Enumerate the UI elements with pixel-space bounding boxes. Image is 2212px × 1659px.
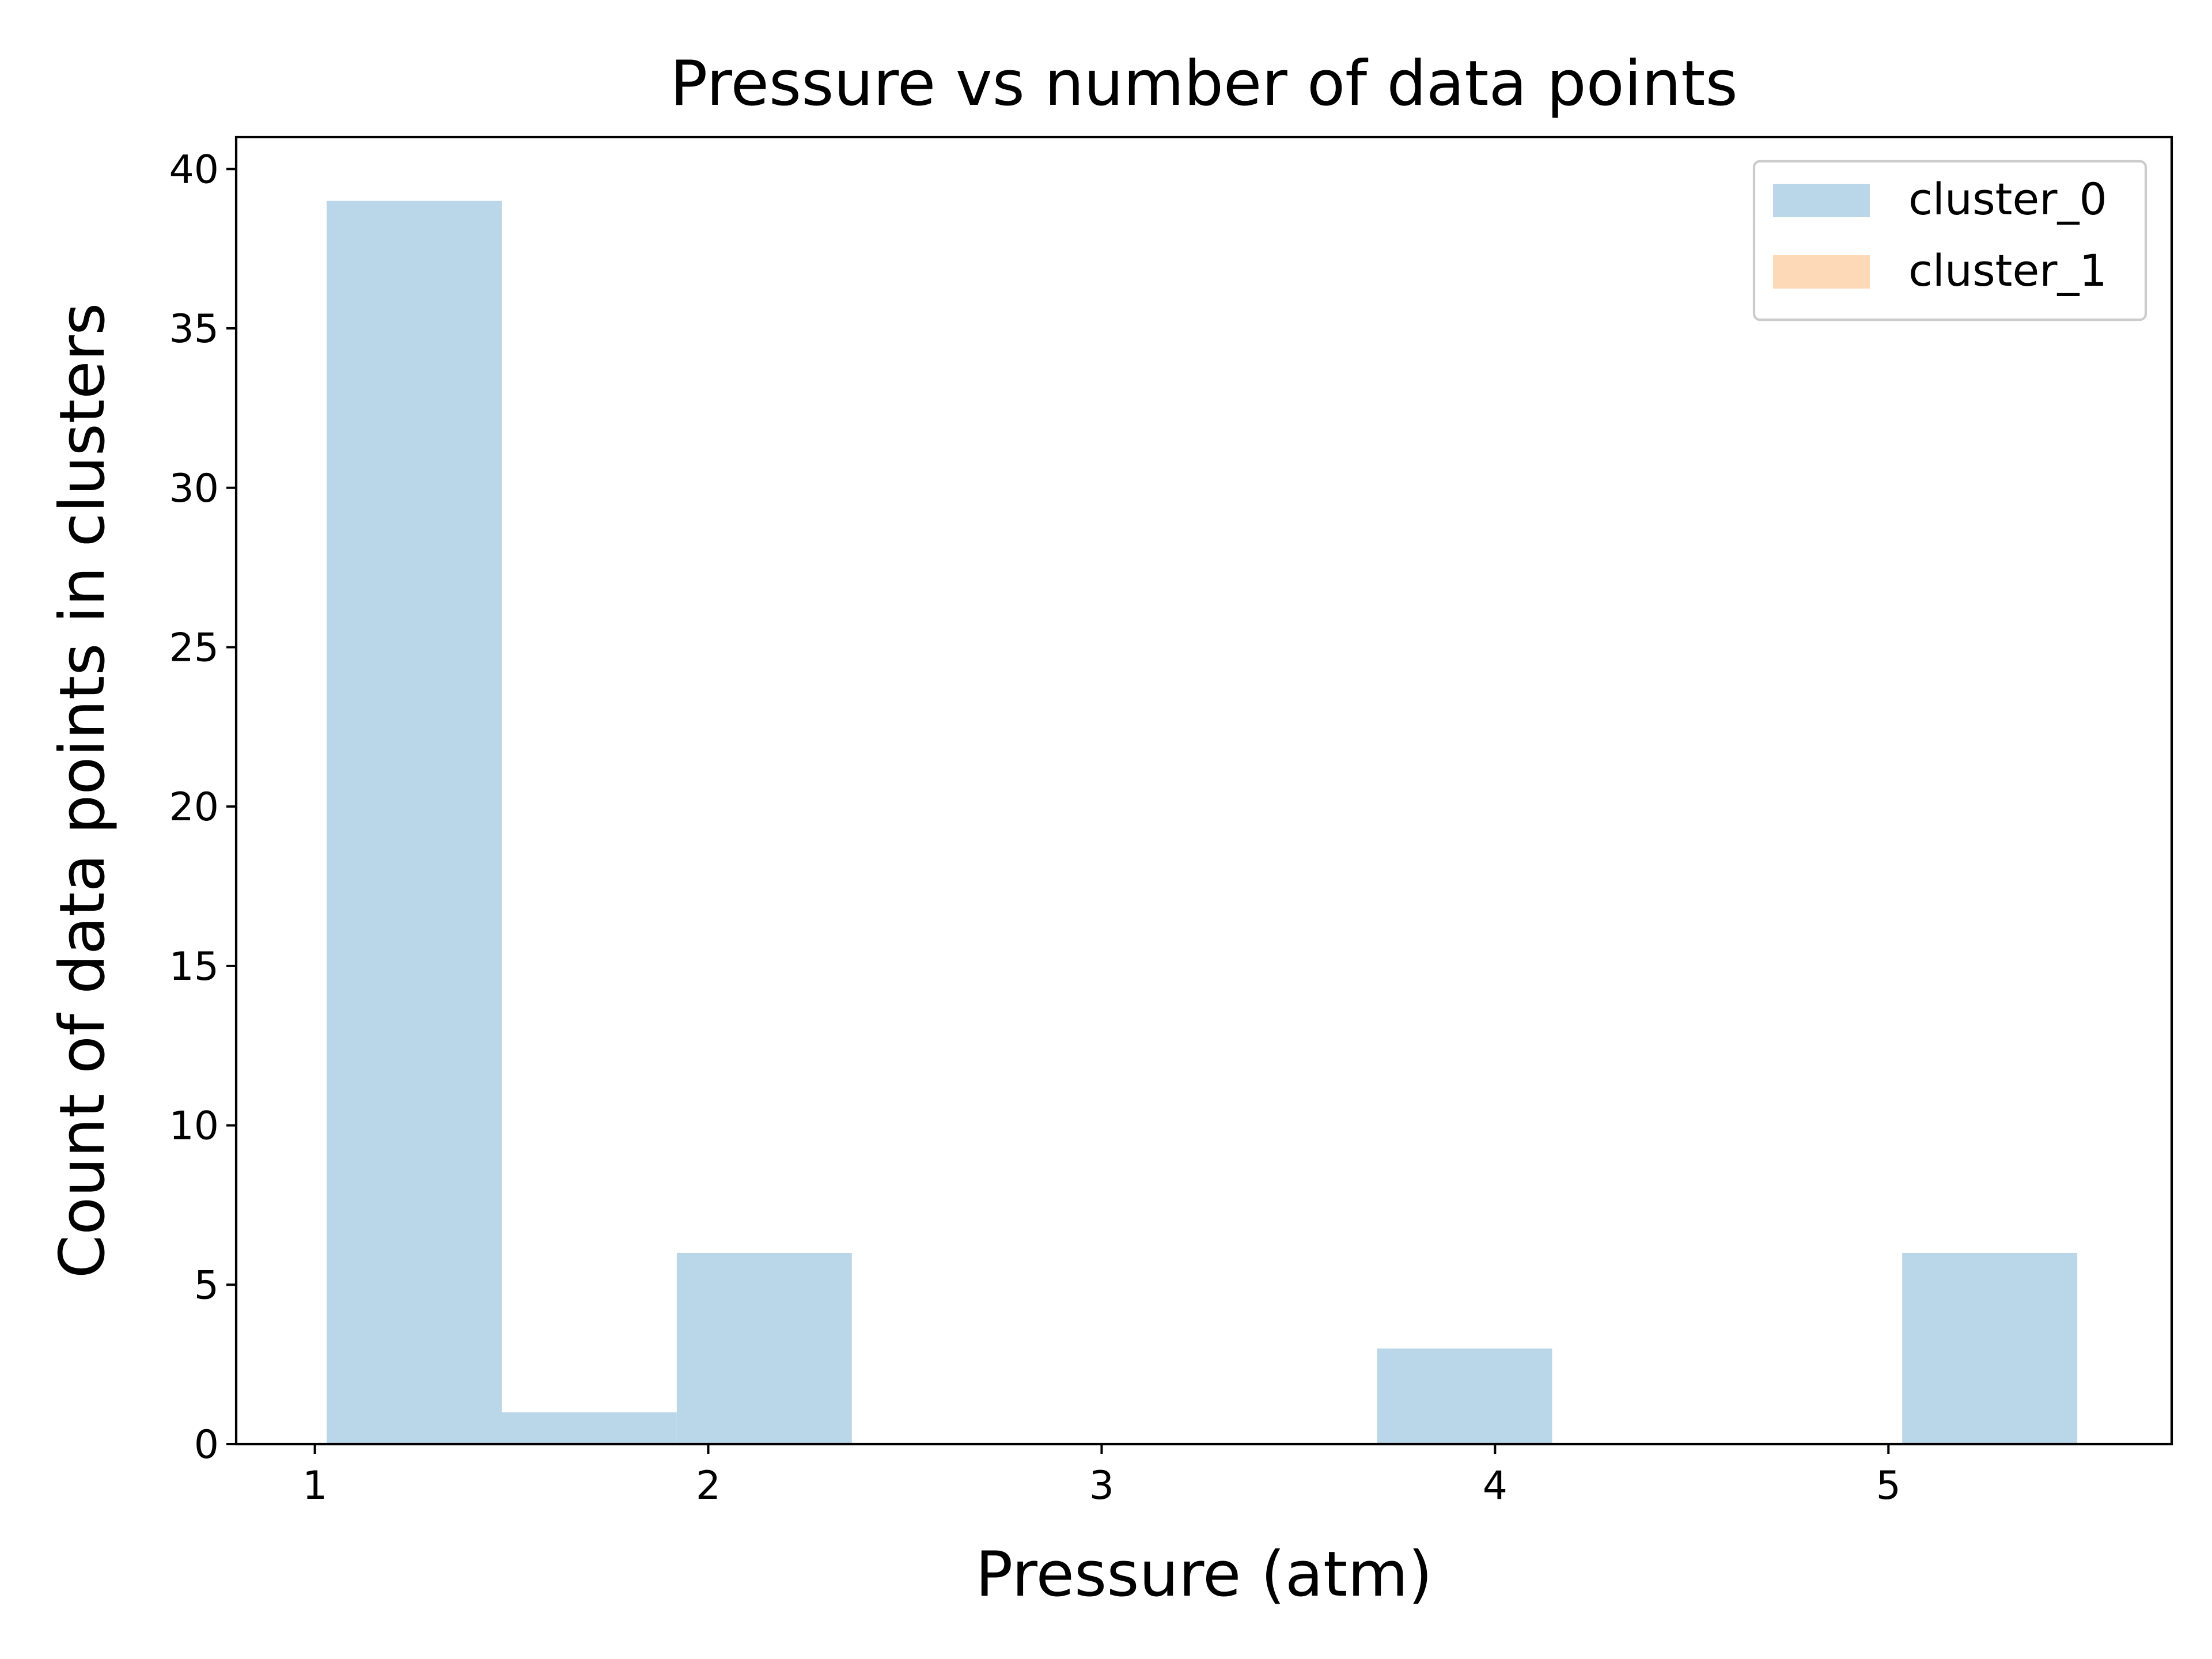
y-tick-label: 40: [169, 147, 219, 192]
bar-cluster_0-bin-2: [676, 1252, 852, 1444]
y-tick-label: 10: [169, 1104, 219, 1149]
y-tick-label: 30: [169, 466, 219, 512]
x-tick-label: 5: [1876, 1463, 1901, 1509]
legend-swatch-cluster_0: [1773, 184, 1870, 217]
bar-cluster_0-bin-9: [1902, 1252, 2078, 1444]
bars-layer: [327, 200, 2078, 1445]
bar-cluster_0-bin-6: [1377, 1348, 1552, 1444]
x-tick-label: 3: [1089, 1463, 1114, 1509]
x-tick-label: 4: [1483, 1463, 1508, 1509]
chart-title: Pressure vs number of data points: [670, 48, 1738, 120]
x-tick-label: 1: [302, 1463, 327, 1509]
plot-area-frame: [234, 135, 2173, 1446]
bar-cluster_0-bin-1: [501, 1412, 677, 1444]
y-tick-label: 20: [169, 785, 219, 830]
y-tick-label: 0: [194, 1422, 219, 1468]
y-axis-label: Count of data points in clusters: [47, 303, 119, 1278]
x-axis-label: Pressure (atm): [975, 1539, 1433, 1611]
legend-swatch-cluster_1: [1773, 255, 1870, 289]
x-axis-ticks: 1 2 3 4 5: [302, 1444, 1901, 1509]
legend: cluster_0 cluster_1: [1752, 160, 2147, 321]
legend-label-cluster_0: cluster_0: [1908, 173, 2107, 225]
bar-cluster_0-bin-0: [327, 200, 502, 1445]
y-tick-label: 5: [194, 1263, 219, 1308]
y-tick-label: 25: [169, 625, 219, 671]
legend-label-cluster_1: cluster_1: [1908, 245, 2107, 296]
y-tick-label: 15: [169, 944, 219, 990]
x-tick-label: 2: [696, 1463, 721, 1509]
y-axis-ticks: 0 5 10 15 20 25 30 35 40: [169, 147, 236, 1468]
y-tick-label: 35: [169, 306, 219, 352]
legend-items: cluster_0 cluster_1: [1773, 173, 2107, 296]
